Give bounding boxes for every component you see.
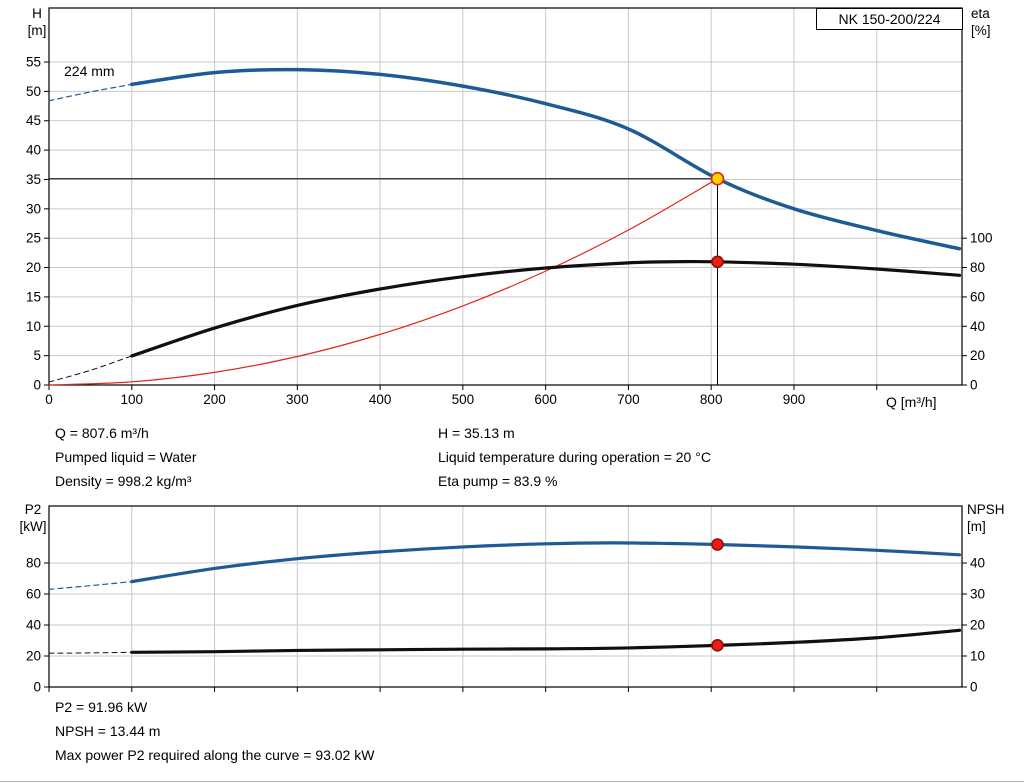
tick-label: 35 xyxy=(26,172,41,187)
eta-axis-title: eta [%] xyxy=(971,5,991,39)
pumped-liquid-line: Pumped liquid = Water xyxy=(55,449,197,465)
tick-label: 700 xyxy=(617,392,640,407)
tick-label: 100 xyxy=(121,392,144,407)
p2-duty-marker xyxy=(711,538,724,551)
power-npsh-chart: 0 20 40 60 80 0 10 20 30 40 xyxy=(26,505,985,695)
tick-label: 60 xyxy=(970,289,985,304)
power-axis-title-line: P2 xyxy=(24,502,42,517)
tick-label: 40 xyxy=(970,319,985,334)
tick-label: 30 xyxy=(26,201,41,216)
tick-label: 5 xyxy=(33,348,41,363)
tick-label: 80 xyxy=(26,556,41,571)
tick-label: 55 xyxy=(26,55,41,70)
hq-chart: 0 5 10 15 20 25 30 35 40 45 50 55 0 20 40 60 80 100 0 100 20… xyxy=(26,7,993,407)
tick-label: 20 xyxy=(970,348,985,363)
eta-axis-title-line: eta xyxy=(971,6,990,21)
system-curve xyxy=(48,178,719,386)
tick-label: 20 xyxy=(26,260,41,275)
impeller-diameter-label: 224 mm xyxy=(64,63,115,79)
duty-info-left-column: Q = 807.6 m³/h Pumped liquid = Water Den… xyxy=(55,421,197,493)
tick-label: 0 xyxy=(33,378,41,393)
p2-curve xyxy=(130,541,962,584)
head-axis-unit-line: [m] xyxy=(27,23,47,38)
tick-label: 15 xyxy=(26,289,41,304)
max-power-line: Max power P2 required along the curve = … xyxy=(55,747,375,763)
pump-model-badge: NK 150-200/224 xyxy=(816,8,963,30)
density-line: Density = 998.2 kg/m³ xyxy=(55,473,192,489)
p2-curve-extrapolated xyxy=(48,581,133,590)
tick-label: 0 xyxy=(33,680,41,695)
eta-pump-line: Eta pump = 83.9 % xyxy=(438,473,558,489)
power-axis-unit-line: [kW] xyxy=(19,519,47,534)
tick-label: 45 xyxy=(26,113,41,128)
tick-label: 25 xyxy=(26,231,41,246)
tick-label: 40 xyxy=(26,618,41,633)
tick-label: 40 xyxy=(970,556,985,571)
eta-axis-unit-line: [%] xyxy=(971,23,991,38)
tick-label: 10 xyxy=(26,319,41,334)
plot-frame xyxy=(48,7,963,386)
tick-label: 900 xyxy=(783,392,806,407)
tick-label: 100 xyxy=(970,231,993,246)
npsh-axis-title-line: NPSH xyxy=(967,502,1005,517)
tick-label: 40 xyxy=(26,143,41,158)
tick-label: 300 xyxy=(286,392,309,407)
power-info-column: P2 = 91.96 kW NPSH = 13.44 m Max power P… xyxy=(55,695,374,767)
duty-info-right-column: H = 35.13 m Liquid temperature during op… xyxy=(438,421,711,493)
tick-label: 0 xyxy=(970,680,978,695)
power-axis-title: P2 [kW] xyxy=(16,501,50,535)
npsh-axis-title: NPSH [m] xyxy=(967,501,1005,535)
tick-label: 800 xyxy=(700,392,723,407)
tick-label: 200 xyxy=(203,392,226,407)
liquid-temperature-line: Liquid temperature during operation = 20… xyxy=(438,449,711,465)
flow-value-line: Q = 807.6 m³/h xyxy=(55,425,149,441)
tick-label: 60 xyxy=(26,587,41,602)
tick-label: 20 xyxy=(26,649,41,664)
npsh-value-line: NPSH = 13.44 m xyxy=(55,723,161,739)
tick-label: 50 xyxy=(26,84,41,99)
npsh-axis-unit-line: [m] xyxy=(967,519,986,534)
eta-duty-marker xyxy=(711,255,724,269)
tick-label: 600 xyxy=(534,392,557,407)
duty-point-marker xyxy=(710,171,725,186)
tick-label: 400 xyxy=(369,392,392,407)
head-axis-title: H [m] xyxy=(20,5,54,39)
tick-label: 500 xyxy=(452,392,475,407)
npsh-curve xyxy=(130,628,962,654)
npsh-duty-marker xyxy=(711,639,724,652)
flow-axis-title: Q [m³/h] xyxy=(886,394,937,410)
tick-label: 0 xyxy=(45,392,53,407)
eta-curve xyxy=(130,259,962,358)
h-curve-224mm xyxy=(130,67,962,251)
h-curve-extrapolated xyxy=(48,83,133,102)
tick-label: 20 xyxy=(970,618,985,633)
tick-label: 0 xyxy=(970,378,978,393)
tick-label: 80 xyxy=(970,260,985,275)
tick-label: 10 xyxy=(970,649,985,664)
head-axis-title-line: H xyxy=(32,6,42,21)
eta-curve-extrapolated xyxy=(48,355,133,383)
npsh-curve-extrapolated xyxy=(48,651,133,654)
head-value-line: H = 35.13 m xyxy=(438,425,515,441)
p2-value-line: P2 = 91.96 kW xyxy=(55,699,148,715)
plot-frame xyxy=(48,505,963,688)
tick-label: 30 xyxy=(970,587,985,602)
